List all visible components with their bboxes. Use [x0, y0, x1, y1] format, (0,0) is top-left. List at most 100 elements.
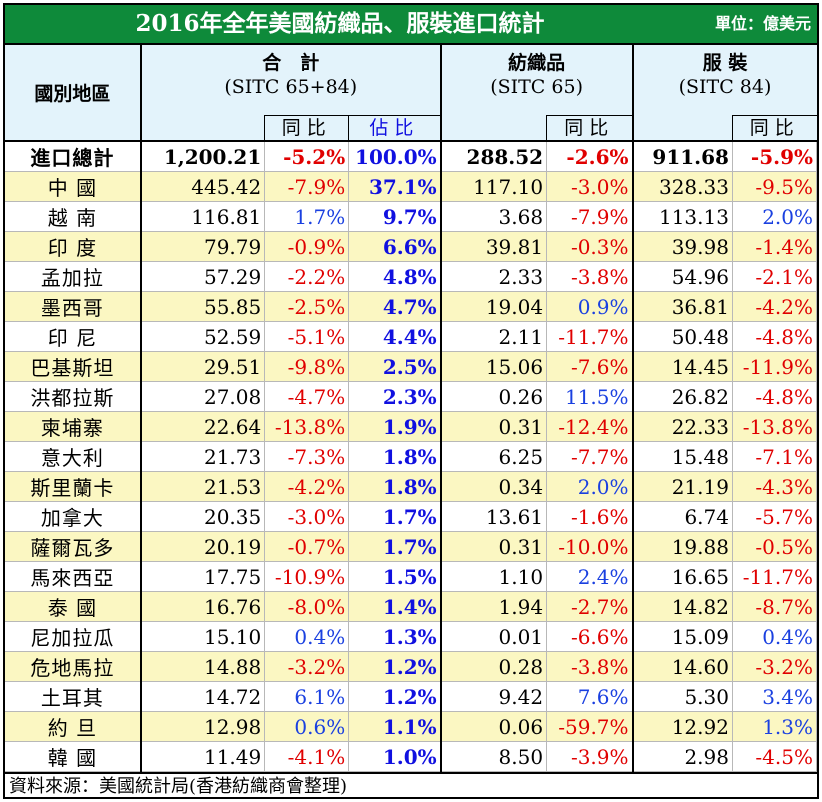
cell-textile-yoy: -11.7% — [546, 321, 634, 352]
cell-textile: 9.42 — [440, 681, 548, 712]
cell-apparel: 5.30 — [632, 681, 733, 712]
cell-textile: 13.61 — [440, 501, 548, 532]
cell-textile-yoy: -3.9% — [546, 741, 634, 772]
cell-textile: 2.33 — [440, 261, 548, 292]
header-blank — [140, 115, 265, 142]
cell-total: 22.64 — [140, 411, 266, 442]
header-apparel-code: (SITC 84) — [678, 76, 772, 98]
cell-apparel-yoy: -3.2% — [732, 651, 818, 682]
cell-textile-yoy: -3.8% — [546, 261, 634, 292]
cell-textile: 288.52 — [440, 141, 548, 172]
cell-total-yoy: -5.1% — [264, 321, 350, 352]
header-blank — [440, 115, 547, 142]
table-row: 斯里蘭卡 21.53 -4.2% 1.8% 0.34 2.0% 21.19 -4.3% — [5, 471, 818, 502]
cell-textile: 0.06 — [440, 711, 548, 742]
cell-share: 9.7% — [348, 201, 442, 232]
cell-share: 1.0% — [348, 741, 442, 772]
cell-textile-yoy: 11.5% — [546, 381, 634, 412]
header-total-share: 佔比 — [348, 114, 442, 142]
cell-apparel-yoy: -4.3% — [732, 471, 818, 502]
cell-total: 17.75 — [140, 561, 266, 592]
cell-apparel-yoy: -1.4% — [732, 231, 818, 262]
cell-textile: 15.06 — [440, 351, 548, 382]
cell-apparel: 911.68 — [632, 141, 733, 172]
cell-textile: 2.11 — [440, 321, 548, 352]
import-table: 國別地區 合 計 (SITC 65+84) 紡織品 (SITC 65) 服 裝 … — [5, 45, 818, 772]
cell-name: 中 國 — [5, 171, 142, 202]
cell-share: 1.5% — [348, 561, 442, 592]
cell-name: 薩爾瓦多 — [5, 531, 142, 562]
table-row: 印 度 79.79 -0.9% 6.6% 39.81 -0.3% 39.98 -1.4% — [5, 231, 818, 262]
cell-textile: 0.31 — [440, 411, 548, 442]
source-note: 資料來源：美國統計局(香港紡織商會整理) — [5, 772, 817, 797]
cell-apparel: 16.65 — [632, 561, 733, 592]
cell-textile-yoy: -7.6% — [546, 351, 634, 382]
cell-total-yoy: -0.7% — [264, 531, 350, 562]
cell-apparel-yoy: -4.8% — [732, 321, 818, 352]
cell-name: 土耳其 — [5, 681, 142, 712]
cell-name: 墨西哥 — [5, 291, 142, 322]
cell-apparel-yoy: 1.3% — [732, 711, 818, 742]
cell-total-yoy: -13.8% — [264, 411, 350, 442]
unit-label: 單位：億美元 — [714, 14, 811, 33]
cell-total: 16.76 — [140, 591, 266, 622]
table-row: 尼加拉瓜 15.10 0.4% 1.3% 0.01 -6.6% 15.09 0.4% — [5, 621, 818, 652]
cell-share: 1.9% — [348, 411, 442, 442]
cell-textile-yoy: 0.9% — [546, 291, 634, 322]
cell-textile-yoy: -3.8% — [546, 651, 634, 682]
cell-total: 79.79 — [140, 231, 266, 262]
cell-textile-yoy: -3.0% — [546, 171, 634, 202]
cell-name: 韓 國 — [5, 741, 142, 772]
cell-apparel-yoy: -0.5% — [732, 531, 818, 562]
title-bar: 2016年全年美國紡織品、服裝進口統計 單位：億美元 — [5, 5, 817, 45]
table-row: 進口總計 1,200.21 -5.2% 100.0% 288.52 -2.6% 911.68… — [5, 141, 818, 172]
cell-apparel: 2.98 — [632, 741, 733, 772]
cell-apparel-yoy: 0.4% — [732, 621, 818, 652]
cell-apparel: 12.92 — [632, 711, 733, 742]
cell-apparel: 113.13 — [632, 201, 733, 232]
cell-name: 意大利 — [5, 441, 142, 472]
cell-total: 116.81 — [140, 201, 266, 232]
cell-textile-yoy: 2.4% — [546, 561, 634, 592]
cell-textile: 0.26 — [440, 381, 548, 412]
header-textile-group: 紡織品 (SITC 65) — [440, 45, 634, 115]
table-row: 柬埔寨 22.64 -13.8% 1.9% 0.31 -12.4% 22.33 -13.8% — [5, 411, 818, 442]
table-row: 巴基斯坦 29.51 -9.8% 2.5% 15.06 -7.6% 14.45 -11.9% — [5, 351, 818, 382]
table-row: 孟加拉 57.29 -2.2% 4.8% 2.33 -3.8% 54.96 -2.1% — [5, 261, 818, 292]
cell-apparel: 50.48 — [632, 321, 733, 352]
cell-share: 1.2% — [348, 681, 442, 712]
header-apparel-yoy: 同比 — [731, 114, 817, 142]
cell-share: 2.5% — [348, 351, 442, 382]
cell-share: 6.6% — [348, 231, 442, 262]
cell-name: 尼加拉瓜 — [5, 621, 142, 652]
cell-share: 4.8% — [348, 261, 442, 292]
cell-apparel-yoy: -4.2% — [732, 291, 818, 322]
cell-total: 20.35 — [140, 501, 266, 532]
cell-apparel-yoy: -13.8% — [732, 411, 818, 442]
cell-total-yoy: 6.1% — [264, 681, 350, 712]
cell-total-yoy: -2.5% — [264, 291, 350, 322]
cell-name: 洪都拉斯 — [5, 381, 142, 412]
cell-share: 1.8% — [348, 441, 442, 472]
header-textile-code: (SITC 65) — [490, 76, 583, 98]
cell-apparel: 19.88 — [632, 531, 733, 562]
cell-textile-yoy: -10.0% — [546, 531, 634, 562]
table-body: 進口總計 1,200.21 -5.2% 100.0% 288.52 -2.6% 911.68… — [5, 141, 818, 772]
cell-apparel-yoy: -5.9% — [732, 141, 818, 172]
cell-share: 4.4% — [348, 321, 442, 352]
cell-total: 12.98 — [140, 711, 266, 742]
table-row: 約 旦 12.98 0.6% 1.1% 0.06 -59.7% 12.92 1.3% — [5, 711, 818, 742]
cell-apparel: 328.33 — [632, 171, 733, 202]
cell-name: 巴基斯坦 — [5, 351, 142, 382]
stats-sheet: 2016年全年美國紡織品、服裝進口統計 單位：億美元 國別地區 合 計 (SIT… — [3, 3, 819, 799]
cell-textile: 3.68 — [440, 201, 548, 232]
cell-apparel: 26.82 — [632, 381, 733, 412]
cell-total: 445.42 — [140, 171, 266, 202]
cell-textile: 0.01 — [440, 621, 548, 652]
table-row: 墨西哥 55.85 -2.5% 4.7% 19.04 0.9% 36.81 -4.2% — [5, 291, 818, 322]
cell-textile-yoy: -7.9% — [546, 201, 634, 232]
cell-name: 加拿大 — [5, 501, 142, 532]
cell-textile: 0.31 — [440, 531, 548, 562]
cell-textile: 8.50 — [440, 741, 548, 772]
cell-apparel: 21.19 — [632, 471, 733, 502]
